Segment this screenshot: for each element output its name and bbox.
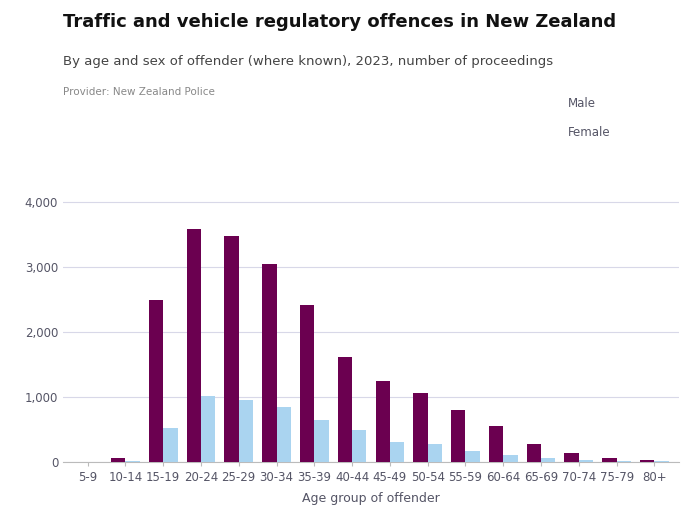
- Bar: [262, 265, 276, 462]
- Bar: [466, 452, 480, 462]
- Text: Male: Male: [568, 97, 596, 110]
- Bar: [163, 427, 178, 462]
- Bar: [201, 396, 216, 462]
- Bar: [489, 426, 503, 462]
- Bar: [375, 381, 390, 462]
- Text: Female: Female: [568, 126, 610, 139]
- X-axis label: Age group of offender: Age group of offender: [302, 492, 440, 506]
- Text: Provider: New Zealand Police: Provider: New Zealand Police: [63, 87, 215, 97]
- Bar: [640, 460, 655, 462]
- Bar: [390, 442, 405, 462]
- Bar: [111, 458, 125, 462]
- Bar: [617, 461, 631, 462]
- Bar: [314, 421, 329, 462]
- Bar: [125, 461, 140, 462]
- Bar: [654, 461, 668, 462]
- Text: figure.nz: figure.nz: [575, 25, 652, 40]
- Bar: [276, 407, 291, 462]
- Bar: [564, 453, 579, 462]
- Bar: [187, 229, 201, 462]
- Bar: [352, 430, 367, 462]
- Bar: [541, 458, 555, 462]
- Bar: [428, 444, 442, 462]
- Bar: [451, 410, 466, 462]
- Bar: [526, 444, 541, 462]
- Bar: [413, 393, 428, 462]
- Bar: [149, 300, 163, 462]
- Bar: [300, 306, 314, 462]
- Bar: [579, 460, 593, 462]
- Text: Traffic and vehicle regulatory offences in New Zealand: Traffic and vehicle regulatory offences …: [63, 13, 616, 31]
- Bar: [503, 455, 517, 462]
- Bar: [337, 356, 352, 462]
- Bar: [225, 236, 239, 462]
- Bar: [239, 400, 253, 462]
- Bar: [602, 458, 617, 462]
- Text: By age and sex of offender (where known), 2023, number of proceedings: By age and sex of offender (where known)…: [63, 55, 553, 68]
